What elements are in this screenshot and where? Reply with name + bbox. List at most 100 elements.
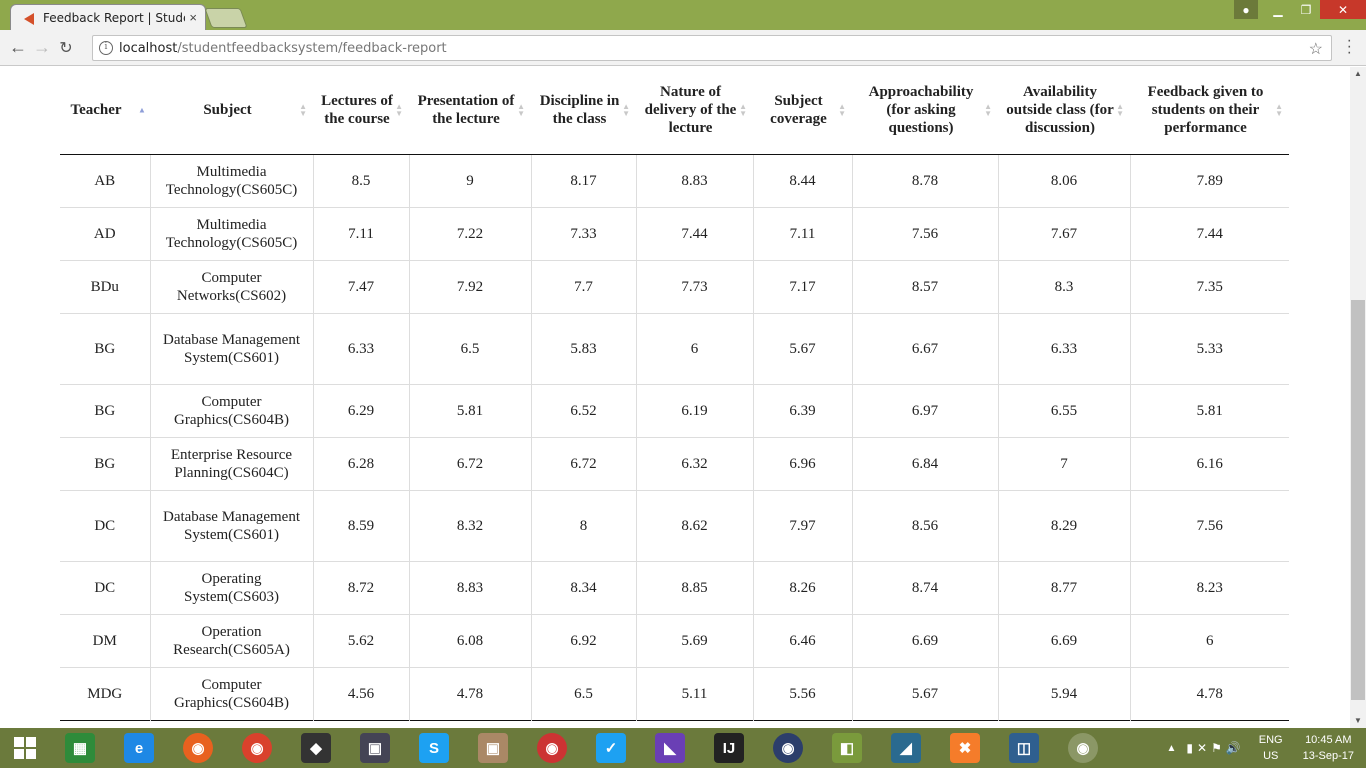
column-header[interactable]: Feedback given to students on their perf… (1130, 67, 1289, 155)
twitter-icon[interactable]: ✓ (596, 733, 626, 763)
page-scrollbar[interactable]: ▲ ▼ (1350, 67, 1366, 728)
show-hidden-icons-icon[interactable]: ▲ (1166, 742, 1177, 754)
profile-icon[interactable]: ● (1234, 0, 1258, 19)
clock-date: 13-Sep-17 (1302, 750, 1354, 762)
sort-ascending-icon[interactable]: ▲ (138, 105, 146, 115)
scroll-thumb[interactable] (1351, 300, 1365, 700)
teacher-cell: BG (60, 383, 150, 437)
app-photo-icon[interactable]: ▣ (360, 733, 390, 763)
scroll-down-arrow-icon[interactable]: ▼ (1354, 716, 1362, 725)
windows-logo-icon (14, 737, 36, 759)
score-cell: 6.5 (530, 666, 636, 720)
column-header-label: Subject coverage (770, 93, 827, 128)
back-arrow-icon[interactable]: ← (9, 37, 27, 57)
chrome-icon[interactable]: ◉ (242, 733, 272, 763)
score-cell: 5.56 (752, 666, 852, 720)
score-cell: 7.22 (408, 206, 531, 260)
scroll-up-arrow-icon[interactable]: ▲ (1354, 69, 1362, 78)
chrome-active-icon[interactable]: ◉ (1068, 733, 1098, 763)
score-cell: 4.78 (408, 666, 531, 720)
sort-icon[interactable]: ▲ ▼ (622, 102, 630, 119)
subject-cell: Multimedia Technology(CS605C) (149, 154, 313, 207)
column-header-label: Nature of delivery of the lecture (644, 84, 737, 137)
browser-toolbar: ← → ↻ i localhost/studentfeedbacksystem/… (0, 30, 1366, 66)
column-header-label: Availability outside class (for discussi… (1006, 84, 1114, 137)
windows-store-icon[interactable]: ▦ (65, 733, 95, 763)
score-cell: 6.32 (635, 436, 753, 490)
column-header-label: Presentation of the lecture (417, 93, 515, 128)
forward-arrow-icon[interactable]: → (33, 37, 51, 57)
minimize-button[interactable]: ▁ (1273, 2, 1283, 17)
sort-icon[interactable]: ▲ ▼ (517, 102, 525, 119)
sort-icon[interactable]: ▲ ▼ (395, 102, 403, 119)
sort-icon[interactable]: ▲ ▼ (1275, 102, 1283, 119)
address-bar[interactable]: i localhost/studentfeedbacksystem/feedba… (92, 35, 1332, 61)
sort-icon[interactable]: ▲ ▼ (739, 102, 747, 119)
url-text[interactable]: localhost/studentfeedbacksystem/feedback… (119, 41, 447, 56)
column-header[interactable]: Subject ▲ ▼ (150, 67, 313, 155)
teacher-cell: AB (94, 172, 116, 189)
score-cell: 6.19 (635, 383, 753, 437)
score-cell: 5.67 (851, 666, 998, 720)
notepad-plus-icon[interactable]: ◧ (832, 733, 862, 763)
tab-title: Feedback Report | Stude (43, 10, 186, 25)
column-header[interactable]: Nature of delivery of the lecture ▲ ▼ (636, 67, 753, 155)
column-header[interactable]: Discipline in the class ▲ ▼ (531, 67, 636, 155)
score-cell: 7.73 (635, 259, 753, 313)
reload-icon[interactable]: ↻ (59, 39, 73, 57)
score-cell: 5.33 (1129, 312, 1289, 384)
score-cell: 6.46 (752, 613, 852, 667)
score-cell: 7.56 (1129, 489, 1289, 561)
language-indicator[interactable]: ENG US (1259, 732, 1283, 764)
visual-studio-icon[interactable]: ◣ (655, 733, 685, 763)
bookmark-star-icon[interactable]: ☆ (1308, 41, 1323, 58)
column-header[interactable]: Subject coverage ▲ ▼ (753, 67, 852, 155)
browser-tab[interactable]: Feedback Report | Stude × (10, 4, 206, 30)
chrome-menu-icon[interactable]: · · · (1346, 32, 1352, 61)
tab-close-icon[interactable]: × (189, 10, 197, 25)
internet-explorer-icon[interactable]: e (124, 733, 154, 763)
intellij-icon[interactable]: IJ (714, 733, 744, 763)
sort-icon[interactable]: ▲ ▼ (1116, 102, 1124, 119)
app-square-icon[interactable]: ◫ (1009, 733, 1039, 763)
table-row: MDG Computer Graphics(CS604B) 4.56 4.78 6.5 5… (60, 666, 1289, 720)
score-cell: 7.44 (635, 206, 753, 260)
close-window-button[interactable]: ✕ (1320, 0, 1366, 19)
teacher-cell: BG (60, 436, 150, 490)
column-header[interactable]: Lectures of the course ▲ ▼ (313, 67, 409, 155)
skype-icon[interactable]: S (419, 733, 449, 763)
column-header[interactable]: Presentation of the lecture ▲ ▼ (409, 67, 531, 155)
app-silhouette-icon[interactable]: ◆ (301, 733, 331, 763)
score-cell: 6.69 (997, 613, 1130, 667)
score-cell: 7.56 (851, 206, 998, 260)
app-image-icon[interactable]: ▣ (478, 733, 508, 763)
score-cell: 8.32 (408, 489, 531, 561)
new-tab-button[interactable] (204, 8, 248, 28)
subject-cell: Computer Graphics(CS604B) (149, 383, 313, 437)
start-button[interactable] (0, 728, 50, 768)
column-header[interactable]: Availability outside class (for discussi… (998, 67, 1130, 155)
maximize-button[interactable]: ❐ (1300, 2, 1312, 17)
teacher-cell: DM (60, 613, 150, 667)
subject-cell: Enterprise Resource Planning(CS604C) (149, 436, 313, 490)
tray-status-icons[interactable]: ▮✕⚑🔊 (1186, 741, 1245, 755)
score-cell: 5.94 (997, 666, 1130, 720)
info-icon[interactable]: i (99, 41, 113, 55)
eclipse-icon[interactable]: ◉ (773, 733, 803, 763)
sort-icon[interactable]: ▲ ▼ (299, 102, 307, 119)
column-header-label: Feedback given to students on their perf… (1147, 84, 1264, 137)
xampp-icon[interactable]: ✖ (950, 733, 980, 763)
firefox-icon[interactable]: ◉ (183, 733, 213, 763)
table-row: DC Operating System(CS603) 8.72 8.83 8.34 8.8… (60, 560, 1289, 614)
column-header[interactable]: Teacher ▲ (60, 67, 150, 155)
sort-icon[interactable]: ▲ ▼ (838, 102, 846, 119)
column-header[interactable]: Approachability (for asking questions) ▲ ▼ (852, 67, 998, 155)
clock[interactable]: 10:45 AM 13-Sep-17 (1303, 732, 1354, 764)
sort-icon[interactable]: ▲ ▼ (984, 102, 992, 119)
app-media-icon[interactable]: ◉ (537, 733, 567, 763)
score-cell: 8.72 (312, 560, 409, 614)
score-cell: 4.56 (312, 666, 409, 720)
mysql-workbench-icon[interactable]: ◢ (891, 733, 921, 763)
table-row: BG Database Management System(CS601) 6.33 6… (60, 312, 1289, 384)
score-cell: 7.97 (752, 489, 852, 561)
